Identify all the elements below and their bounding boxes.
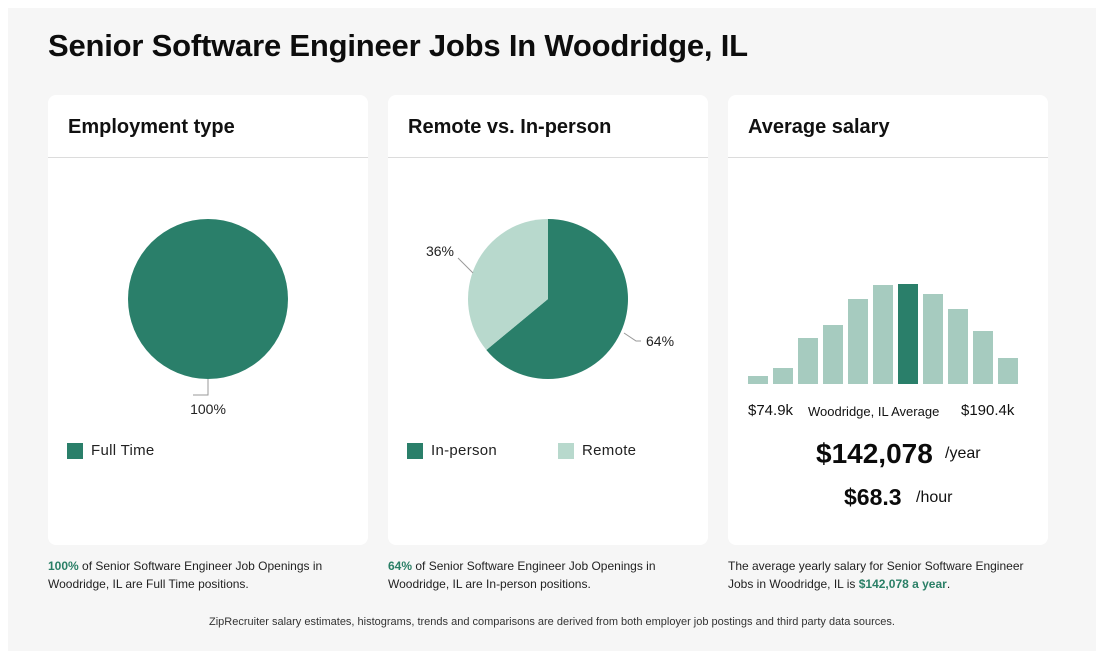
remote-vs-inperson-title: Remote vs. In-person <box>388 95 708 158</box>
pie-leader-line-0 <box>623 332 641 342</box>
pie-value-label-0: 64% <box>646 333 674 349</box>
remote-vs-inperson-pie-chart: 64% 36% <box>426 219 674 379</box>
remote-caption-text: of Senior Software Engineer Job Openings… <box>388 559 656 591</box>
histogram-bar-11 <box>998 358 1018 384</box>
remote-legend-remote: Remote <box>558 442 636 459</box>
pie-slice-in-person <box>486 219 628 379</box>
employment-type-card: Employment type 100% Full Time <box>48 95 368 545</box>
salary-hourly-unit: /hour <box>916 489 953 506</box>
pie-slice-full-time <box>128 219 288 379</box>
pie-value-label-1: 36% <box>426 243 454 259</box>
histogram-bar-1 <box>748 376 768 384</box>
pie-leader-line-1 <box>457 257 474 274</box>
salary-average-location-label: Woodridge, IL Average <box>808 404 940 419</box>
employment-caption-text: of Senior Software Engineer Job Openings… <box>48 559 323 591</box>
remote-caption-highlight: 64% <box>388 559 413 573</box>
average-salary-title: Average salary <box>728 95 1048 158</box>
employment-caption: 100% of Senior Software Engineer Job Ope… <box>48 557 358 593</box>
salary-yearly-unit: /year <box>945 445 981 462</box>
page-title: Senior Software Engineer Jobs In Woodrid… <box>48 28 748 63</box>
histogram-bar-4 <box>823 325 843 384</box>
employment-legend: Full Time <box>67 442 155 459</box>
histogram-bar-3 <box>798 338 818 384</box>
histogram-bar-7 <box>898 284 918 384</box>
legend-label-remote: Remote <box>582 442 637 459</box>
employment-caption-highlight: 100% <box>48 559 79 573</box>
legend-label-full-time: Full Time <box>91 442 155 459</box>
pie-value-label-0: 100% <box>190 401 226 417</box>
legend-label-inperson: In-person <box>431 442 498 459</box>
average-salary-card: Average salary $74.9k Woodridge, IL Aver… <box>728 95 1048 545</box>
salary-caption-highlight: $142,078 a year <box>858 577 947 591</box>
histogram-bar-9 <box>948 309 968 384</box>
pie-slice-remote <box>468 219 548 350</box>
histogram-bar-5 <box>848 299 868 384</box>
salary-hourly-value: $68.3 <box>844 484 902 510</box>
salary-caption: The average yearly salary for Senior Sof… <box>728 557 1048 593</box>
legend-swatch-remote <box>558 442 574 459</box>
employment-type-pie-chart: 100% <box>128 219 288 417</box>
pie-leader-line-0 <box>193 379 209 396</box>
histogram-bar-8 <box>923 294 943 384</box>
remote-legend-inperson: In-person <box>407 442 497 459</box>
remote-vs-inperson-card: Remote vs. In-person 64% 36% In-person Re… <box>388 95 708 545</box>
salary-min-label: $74.9k <box>748 402 794 419</box>
histogram-bar-2 <box>773 368 793 384</box>
salary-max-label: $190.4k <box>961 402 1015 419</box>
salary-caption-end: . <box>946 577 951 591</box>
remote-caption: 64% of Senior Software Engineer Job Open… <box>388 557 698 593</box>
histogram-bar-6 <box>873 285 893 384</box>
legend-swatch-inperson <box>407 442 423 459</box>
histogram-bar-10 <box>973 331 993 384</box>
employment-type-title: Employment type <box>48 95 368 158</box>
legend-swatch-full-time <box>67 442 83 459</box>
footer-disclaimer: ZipRecruiter salary estimates, histogram… <box>209 616 895 628</box>
salary-histogram <box>748 284 1018 384</box>
salary-yearly-value: $142,078 <box>816 438 933 469</box>
salary-caption-text: The average yearly salary for Senior Sof… <box>728 559 1024 591</box>
